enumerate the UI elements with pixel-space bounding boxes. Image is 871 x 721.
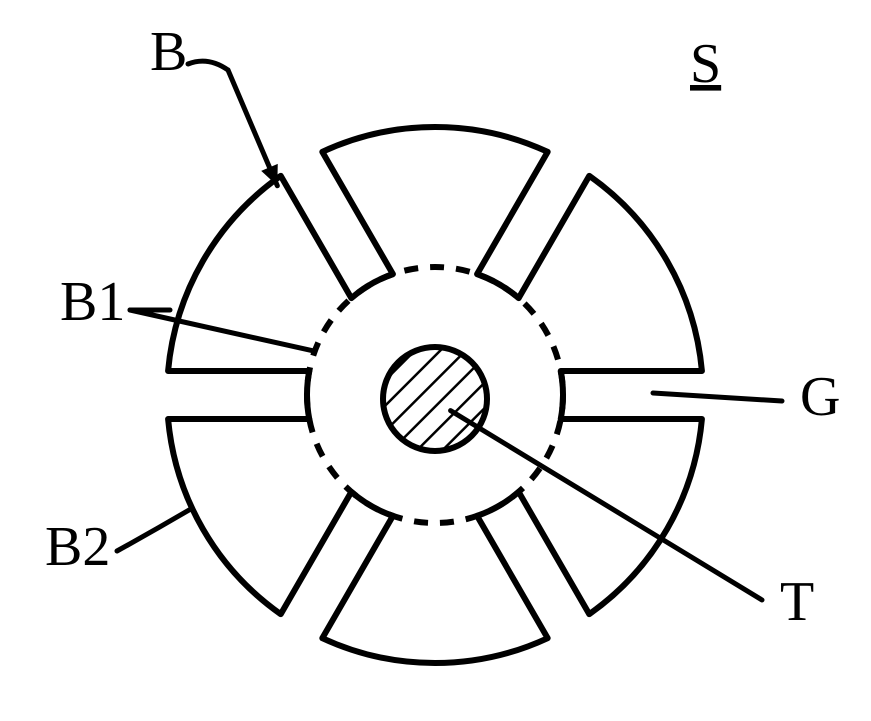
label-g: G xyxy=(800,366,840,428)
label-s: S xyxy=(690,33,721,95)
diagram-canvas: S B B1 B2 G T xyxy=(0,0,871,721)
label-b2: B2 xyxy=(45,516,110,578)
labels-group: S B B1 B2 G T xyxy=(45,21,840,633)
label-b: B xyxy=(150,21,187,83)
label-b1: B1 xyxy=(60,271,125,333)
label-t: T xyxy=(780,571,814,633)
hatched-hub xyxy=(383,347,487,451)
